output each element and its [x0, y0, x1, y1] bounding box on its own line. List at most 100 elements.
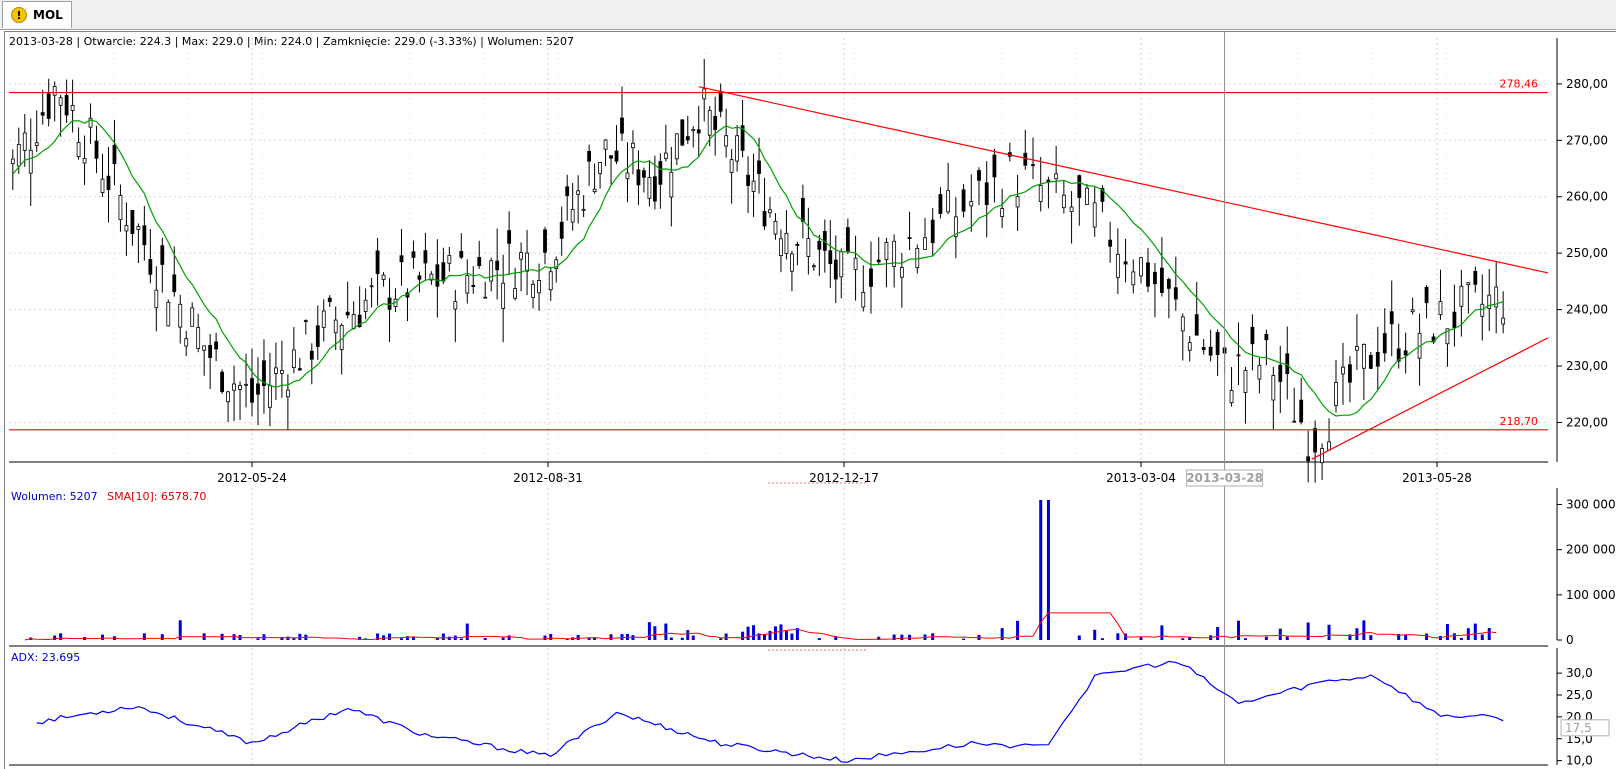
candle-body	[1187, 342, 1192, 351]
candle-body	[1334, 382, 1338, 406]
adx-y-tick-label: 25,0	[1566, 688, 1593, 702]
candle-body	[118, 195, 123, 221]
candle-body	[268, 385, 272, 408]
candle-body	[1159, 267, 1164, 293]
volume-bar	[817, 638, 821, 640]
candle-body	[746, 174, 750, 186]
volume-legend: Wolumen: 5207 SMA[10]: 6578.70	[11, 490, 206, 503]
candle-body	[88, 117, 93, 128]
volume-bar	[459, 638, 463, 640]
candle-body	[70, 104, 75, 111]
candle-body	[1077, 175, 1082, 198]
volume-bar	[435, 637, 439, 640]
volume-bar	[593, 637, 597, 640]
candle-body	[625, 172, 630, 180]
volume-bar	[1306, 622, 1310, 640]
candle-body	[94, 140, 99, 159]
candle-body	[658, 161, 663, 185]
crosshair-date-label: 2013-03-28	[1186, 471, 1263, 485]
candle-body	[22, 132, 27, 151]
volume-bar	[1480, 634, 1484, 640]
volume-bar	[286, 636, 290, 640]
crosshair-date-box	[1186, 469, 1264, 487]
candle-body	[531, 284, 535, 298]
price-y-tick-label: 270,00	[1566, 133, 1608, 147]
volume-bar	[587, 637, 591, 640]
candle-body	[1480, 303, 1485, 317]
candle-body	[806, 238, 811, 257]
candle-body	[357, 314, 362, 328]
price-y-tick-label: 240,00	[1566, 303, 1608, 317]
volume-bar	[465, 623, 469, 640]
candle-body	[609, 155, 613, 159]
candle-body	[1123, 261, 1128, 265]
candle-body	[1229, 390, 1234, 404]
candle-body	[321, 310, 326, 328]
candle-body	[603, 139, 608, 150]
volume-bar	[101, 634, 105, 640]
volume-bar	[1016, 620, 1020, 640]
tab-mol[interactable]: ! MOL	[2, 1, 72, 28]
candle-body	[459, 251, 464, 258]
candle-body	[417, 275, 422, 280]
volume-bar	[784, 630, 788, 640]
candle-body	[537, 280, 541, 294]
candle-body	[1355, 346, 1359, 351]
candle-body	[930, 219, 935, 244]
candle-body	[274, 367, 278, 374]
candle-body	[1473, 271, 1478, 285]
volume-bar	[1445, 624, 1449, 640]
candle-body	[441, 262, 446, 282]
candle-body	[1271, 375, 1276, 401]
volume-bar	[1188, 636, 1192, 640]
volume-bar	[1369, 635, 1373, 640]
candle-body	[1173, 287, 1178, 300]
candle-body	[669, 171, 674, 198]
volume-y-tick-label: 100 000	[1566, 588, 1616, 602]
price-y-tick-label: 280,00	[1566, 77, 1608, 91]
adx-cursor-value: 17,5	[1565, 721, 1592, 735]
candle-body	[148, 259, 153, 275]
candle-body	[519, 252, 523, 260]
candle-body	[124, 225, 129, 232]
candle-body	[565, 186, 570, 196]
candle-body	[16, 144, 21, 167]
volume-label: Wolumen: 5207	[11, 490, 98, 503]
candle-body	[76, 142, 81, 158]
volume-bar	[1362, 620, 1366, 640]
candle-body	[279, 370, 284, 374]
candle-body	[1299, 399, 1304, 423]
chart-frame[interactable]	[4, 31, 1616, 769]
candle-body	[256, 383, 260, 395]
volume-bar	[1397, 633, 1401, 640]
candle-body	[262, 360, 266, 387]
candle-body	[663, 152, 668, 159]
volume-bar	[1452, 633, 1456, 640]
candle-body	[411, 251, 416, 258]
candle-body	[1180, 316, 1185, 332]
candle-body	[1487, 294, 1492, 309]
candle-body	[757, 160, 761, 174]
candle-body	[142, 225, 147, 246]
candle-body	[779, 238, 783, 257]
candle-body	[768, 209, 772, 214]
tab-bar: ! MOL	[0, 0, 1616, 30]
candle-body	[184, 338, 189, 347]
volume-bar	[483, 638, 487, 640]
candle-body	[587, 150, 592, 162]
candle-body	[961, 189, 966, 212]
candle-body	[1243, 370, 1248, 393]
volume-bar	[680, 637, 684, 640]
candle-body	[729, 159, 734, 173]
volume-bar	[1466, 628, 1470, 640]
candle-body	[172, 274, 177, 293]
volume-bar	[1093, 629, 1097, 640]
candle-body	[1375, 352, 1380, 367]
candle-body	[1389, 311, 1394, 325]
volume-bar	[669, 637, 673, 640]
candle-body	[1285, 353, 1290, 374]
candle-body	[10, 158, 15, 164]
candle-body	[1153, 271, 1157, 285]
volume-bar	[834, 636, 838, 640]
